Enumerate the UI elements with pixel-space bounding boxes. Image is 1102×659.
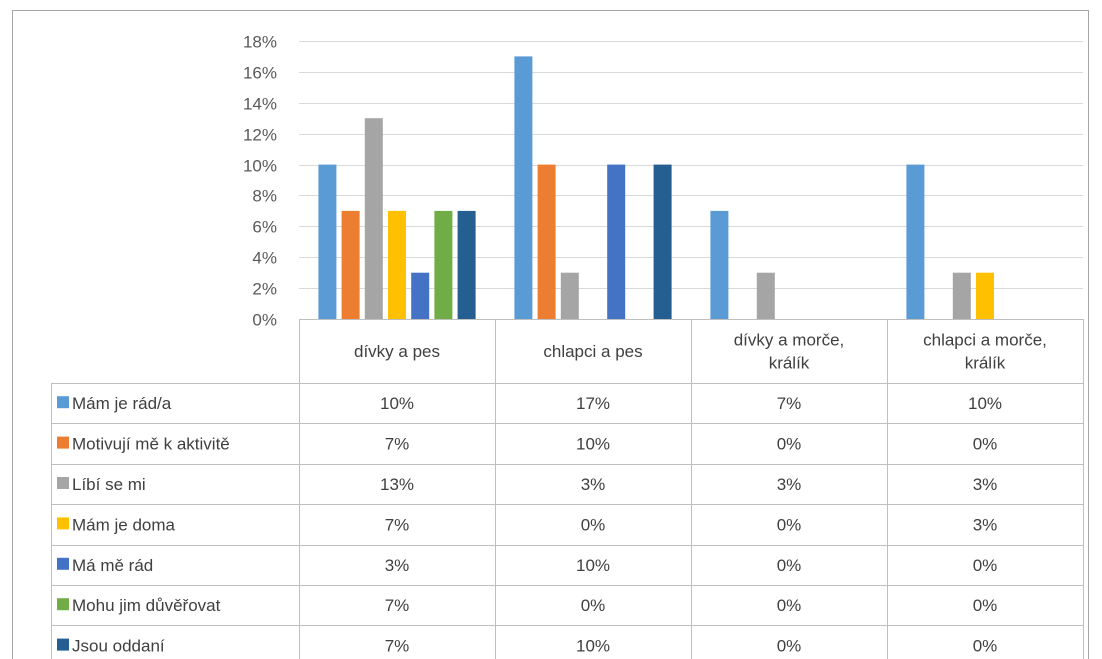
bar xyxy=(364,118,383,319)
bar xyxy=(411,272,430,319)
data-table-cell: 7% xyxy=(385,435,410,454)
data-table-cell: 0% xyxy=(581,515,606,534)
legend-swatch xyxy=(57,557,69,570)
category-label-line: dívky a morče, xyxy=(734,331,845,350)
legend-label: Mohu jim důvěřovat xyxy=(72,596,221,615)
data-table-cell: 7% xyxy=(777,394,802,413)
data-table-cell: 0% xyxy=(973,596,998,615)
data-table-cell: 3% xyxy=(581,475,606,494)
bar xyxy=(756,272,775,319)
category-label: chlapci a morče, králík xyxy=(923,331,1047,373)
bar xyxy=(457,210,476,319)
data-table-cell: 0% xyxy=(973,556,998,575)
category-label-line: králík xyxy=(769,354,810,373)
bar xyxy=(388,210,406,319)
y-tick-label: 16% xyxy=(243,64,277,83)
bar xyxy=(607,164,626,319)
data-table-cell: 13% xyxy=(380,475,414,494)
y-tick-label: 0% xyxy=(252,311,277,330)
bar xyxy=(710,210,729,319)
legend-label: Líbí se mi xyxy=(72,475,146,494)
bar xyxy=(514,56,533,320)
legend-swatch xyxy=(57,598,69,611)
bar xyxy=(906,164,925,319)
y-tick-label: 18% xyxy=(243,33,277,52)
bar xyxy=(318,164,337,319)
y-tick-label: 4% xyxy=(252,249,277,268)
data-table-cell: 3% xyxy=(385,556,410,575)
category-label-line: chlapci a morče, xyxy=(923,331,1047,350)
data-table-cell: 0% xyxy=(973,637,998,656)
data-table-cell: 7% xyxy=(385,515,410,534)
legend-swatch xyxy=(57,436,69,449)
data-table-cell: 7% xyxy=(385,637,410,656)
data-table-cell: 0% xyxy=(777,637,802,656)
data-table-cell: 7% xyxy=(385,596,410,615)
legend-swatch xyxy=(57,396,69,409)
y-tick-label: 6% xyxy=(252,218,277,237)
data-table-cell: 10% xyxy=(576,637,610,656)
data-table-cell: 10% xyxy=(968,394,1002,413)
y-tick-label: 14% xyxy=(243,95,277,114)
legend-swatch xyxy=(57,517,69,530)
legend-label: Má mě rád xyxy=(72,556,153,575)
bar xyxy=(537,164,556,319)
category-label-line: dívky a pes xyxy=(354,342,440,361)
data-table-cell: 0% xyxy=(777,556,802,575)
legend-label: Mám je doma xyxy=(72,515,176,534)
data-table-cell: 17% xyxy=(576,394,610,413)
y-tick-label: 2% xyxy=(252,280,277,299)
bar xyxy=(976,272,994,319)
category-label-line: chlapci a pes xyxy=(543,342,642,361)
data-table-cell: 0% xyxy=(973,435,998,454)
bar xyxy=(952,272,971,319)
data-table-cell: 0% xyxy=(777,515,802,534)
bar xyxy=(434,210,453,319)
data-table-cell: 3% xyxy=(973,475,998,494)
category-label: dívky a morče, králík xyxy=(734,331,845,373)
data-table-cell: 0% xyxy=(581,596,606,615)
data-table-cell: 3% xyxy=(973,515,998,534)
data-table-cell: 10% xyxy=(576,435,610,454)
bar xyxy=(560,272,579,319)
y-tick-label: 12% xyxy=(243,126,277,145)
y-tick-label: 10% xyxy=(243,157,277,176)
data-table-cell: 0% xyxy=(777,435,802,454)
y-tick-label: 8% xyxy=(252,187,277,206)
bar xyxy=(341,210,360,319)
data-table-cell: 0% xyxy=(777,596,802,615)
data-table-cell: 10% xyxy=(380,394,414,413)
data-table-cell: 10% xyxy=(576,556,610,575)
data-table-cell: 3% xyxy=(777,475,802,494)
bar xyxy=(653,164,672,319)
chart-border xyxy=(12,10,1089,659)
category-label: dívky a pes xyxy=(354,342,440,361)
category-label-line: králík xyxy=(965,354,1006,373)
category-label: chlapci a pes xyxy=(543,342,642,361)
legend-label: Motivují mě k aktivitě xyxy=(72,435,230,454)
legend-swatch xyxy=(57,477,69,489)
legend-label: Mám je rád/a xyxy=(72,394,172,413)
legend-swatch xyxy=(57,638,69,651)
legend-label: Jsou oddaní xyxy=(72,637,165,656)
